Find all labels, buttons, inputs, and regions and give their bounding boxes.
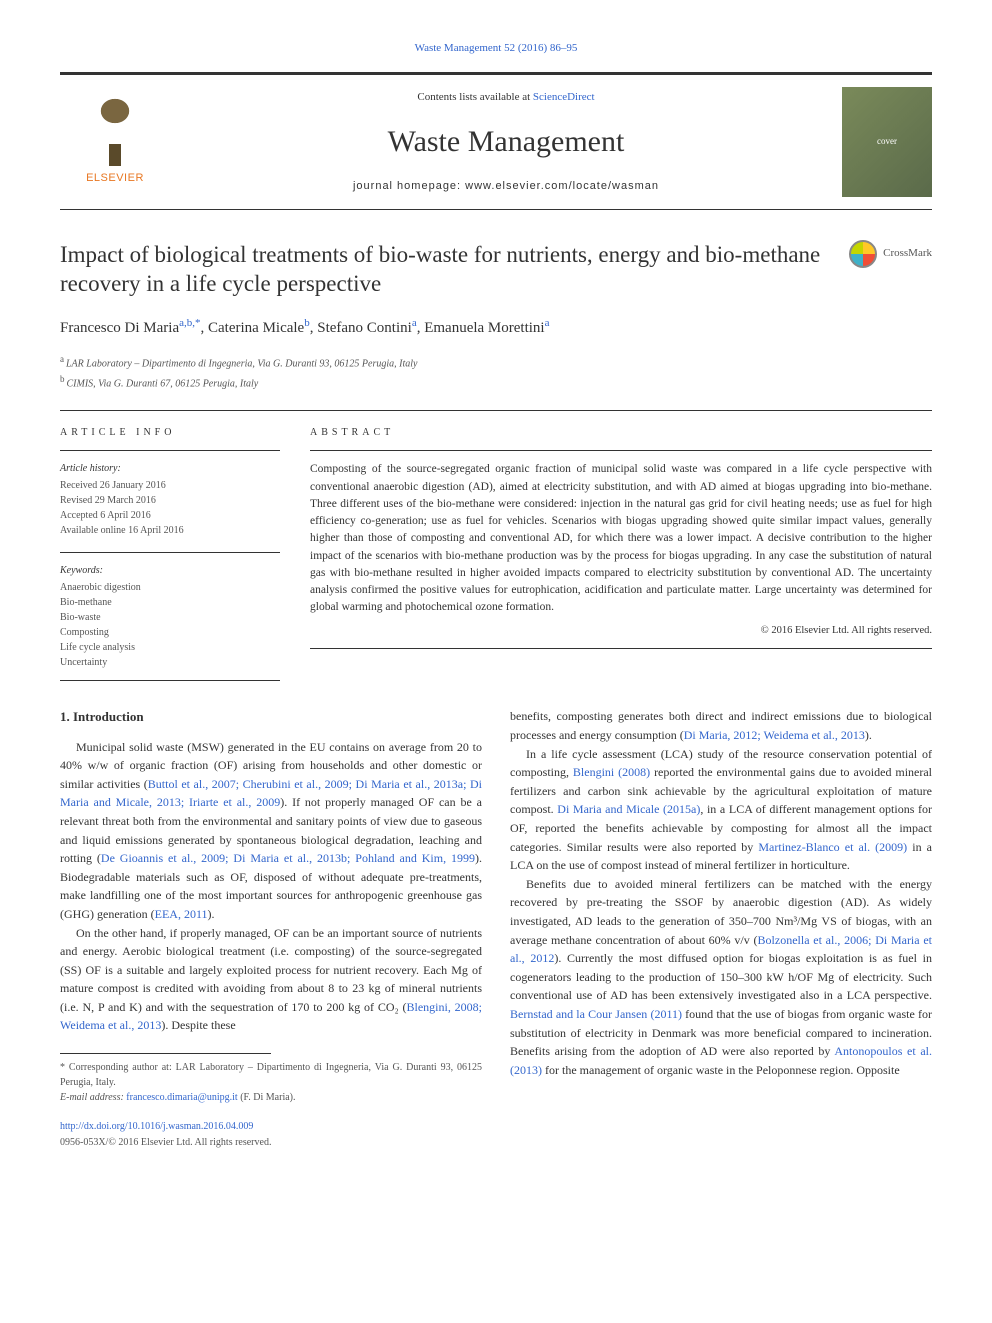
- author-3: Stefano Contini: [317, 320, 412, 336]
- section-heading-intro: 1. Introduction: [60, 707, 482, 727]
- author-list: Francesco Di Mariaa,b,*, Caterina Micale…: [60, 315, 932, 340]
- author-2: Caterina Micale: [208, 320, 304, 336]
- keyword: Anaerobic digestion: [60, 580, 280, 595]
- text-run: ).: [208, 907, 215, 921]
- text-run: for the management of organic waste in t…: [542, 1063, 900, 1077]
- text-run: ). Currently the most diffused option fo…: [510, 951, 932, 1002]
- text-run: ).: [865, 728, 872, 742]
- author-2-aff[interactable]: b: [304, 317, 310, 329]
- author-4: Emanuela Morettini: [424, 320, 544, 336]
- keyword: Composting: [60, 625, 280, 640]
- body-columns: 1. Introduction Municipal solid waste (M…: [60, 707, 932, 1150]
- citation-link[interactable]: Martinez-Blanco et al. (2009): [758, 840, 907, 854]
- crossmark-badge[interactable]: CrossMark: [849, 240, 932, 268]
- crossmark-label: CrossMark: [883, 245, 932, 262]
- right-column: benefits, composting generates both dire…: [510, 707, 932, 1150]
- doi-block: http://dx.doi.org/10.1016/j.wasman.2016.…: [60, 1119, 482, 1150]
- affiliation-b: CIMIS, Via G. Duranti 67, 06125 Perugia,…: [67, 378, 259, 389]
- affiliation-list: aLAR Laboratory – Dipartimento di Ingegn…: [60, 352, 932, 393]
- author-4-aff[interactable]: a: [545, 317, 550, 329]
- citation-link[interactable]: Di Maria, 2012; Weidema et al., 2013: [684, 728, 865, 742]
- abstract-copyright: © 2016 Elsevier Ltd. All rights reserved…: [310, 623, 932, 639]
- abstract-label: ABSTRACT: [310, 425, 932, 440]
- email-footnote: E-mail address: francesco.dimaria@unipg.…: [60, 1090, 482, 1105]
- keyword: Bio-methane: [60, 595, 280, 610]
- author-3-aff[interactable]: a: [412, 317, 417, 329]
- journal-header: ELSEVIER Contents lists available at Sci…: [60, 72, 932, 210]
- abstract-text: Composting of the source-segregated orga…: [310, 461, 932, 616]
- abstract-column: ABSTRACT Composting of the source-segreg…: [310, 425, 932, 681]
- citation-link[interactable]: EEA, 2011: [155, 907, 208, 921]
- publisher-logo-block: ELSEVIER: [60, 96, 170, 187]
- corresponding-author-footnote: * Corresponding author at: LAR Laborator…: [60, 1060, 482, 1090]
- contents-list-line: Contents lists available at ScienceDirec…: [170, 89, 842, 106]
- keyword: Bio-waste: [60, 610, 280, 625]
- text-run: ). Despite these: [161, 1018, 235, 1032]
- keywords-label: Keywords:: [60, 563, 280, 578]
- left-column: 1. Introduction Municipal solid waste (M…: [60, 707, 482, 1150]
- history-item: Accepted 6 April 2016: [60, 508, 280, 523]
- citation-link[interactable]: Blengini (2008): [573, 765, 650, 779]
- history-item: Received 26 January 2016: [60, 478, 280, 493]
- keyword: Life cycle analysis: [60, 640, 280, 655]
- history-item: Available online 16 April 2016: [60, 523, 280, 538]
- email-person: (F. Di Maria).: [238, 1092, 296, 1103]
- paragraph: Municipal solid waste (MSW) generated in…: [60, 738, 482, 924]
- history-label: Article history:: [60, 461, 280, 476]
- author-1-aff[interactable]: a,b,: [179, 317, 195, 329]
- journal-name: Waste Management: [170, 119, 842, 164]
- affiliation-a: LAR Laboratory – Dipartimento di Ingegne…: [66, 358, 417, 369]
- footnote-separator: [60, 1053, 271, 1054]
- email-link[interactable]: francesco.dimaria@unipg.it: [126, 1092, 237, 1103]
- paragraph: Benefits due to avoided mineral fertiliz…: [510, 875, 932, 1080]
- citation-link[interactable]: De Gioannis et al., 2009; Di Maria et al…: [101, 851, 475, 865]
- article-info-label: ARTICLE INFO: [60, 425, 280, 440]
- contents-prefix: Contents lists available at: [417, 91, 532, 103]
- doi-link[interactable]: http://dx.doi.org/10.1016/j.wasman.2016.…: [60, 1121, 253, 1132]
- keyword: Uncertainty: [60, 655, 280, 670]
- publisher-name: ELSEVIER: [86, 170, 144, 187]
- top-citation: Waste Management 52 (2016) 86–95: [60, 40, 932, 57]
- crossmark-icon: [849, 240, 877, 268]
- paragraph: In a life cycle assessment (LCA) study o…: [510, 745, 932, 875]
- paragraph: benefits, composting generates both dire…: [510, 707, 932, 744]
- citation-link[interactable]: Bernstad and la Cour Jansen (2011): [510, 1007, 682, 1021]
- history-item: Revised 29 March 2016: [60, 493, 280, 508]
- elsevier-tree-icon: [80, 96, 150, 166]
- paragraph: On the other hand, if properly managed, …: [60, 924, 482, 1036]
- sciencedirect-link[interactable]: ScienceDirect: [533, 91, 595, 103]
- citation-link[interactable]: Di Maria and Micale (2015a): [557, 802, 700, 816]
- article-title: Impact of biological treatments of bio-w…: [60, 240, 849, 300]
- author-1: Francesco Di Maria: [60, 320, 179, 336]
- author-1-corr[interactable]: *: [195, 317, 201, 329]
- article-info-sidebar: ARTICLE INFO Article history: Received 2…: [60, 425, 280, 681]
- email-label: E-mail address:: [60, 1092, 126, 1103]
- journal-cover-thumbnail: cover: [842, 87, 932, 197]
- issn-copyright-line: 0956-053X/© 2016 Elsevier Ltd. All right…: [60, 1137, 271, 1148]
- journal-homepage: journal homepage: www.elsevier.com/locat…: [170, 178, 842, 195]
